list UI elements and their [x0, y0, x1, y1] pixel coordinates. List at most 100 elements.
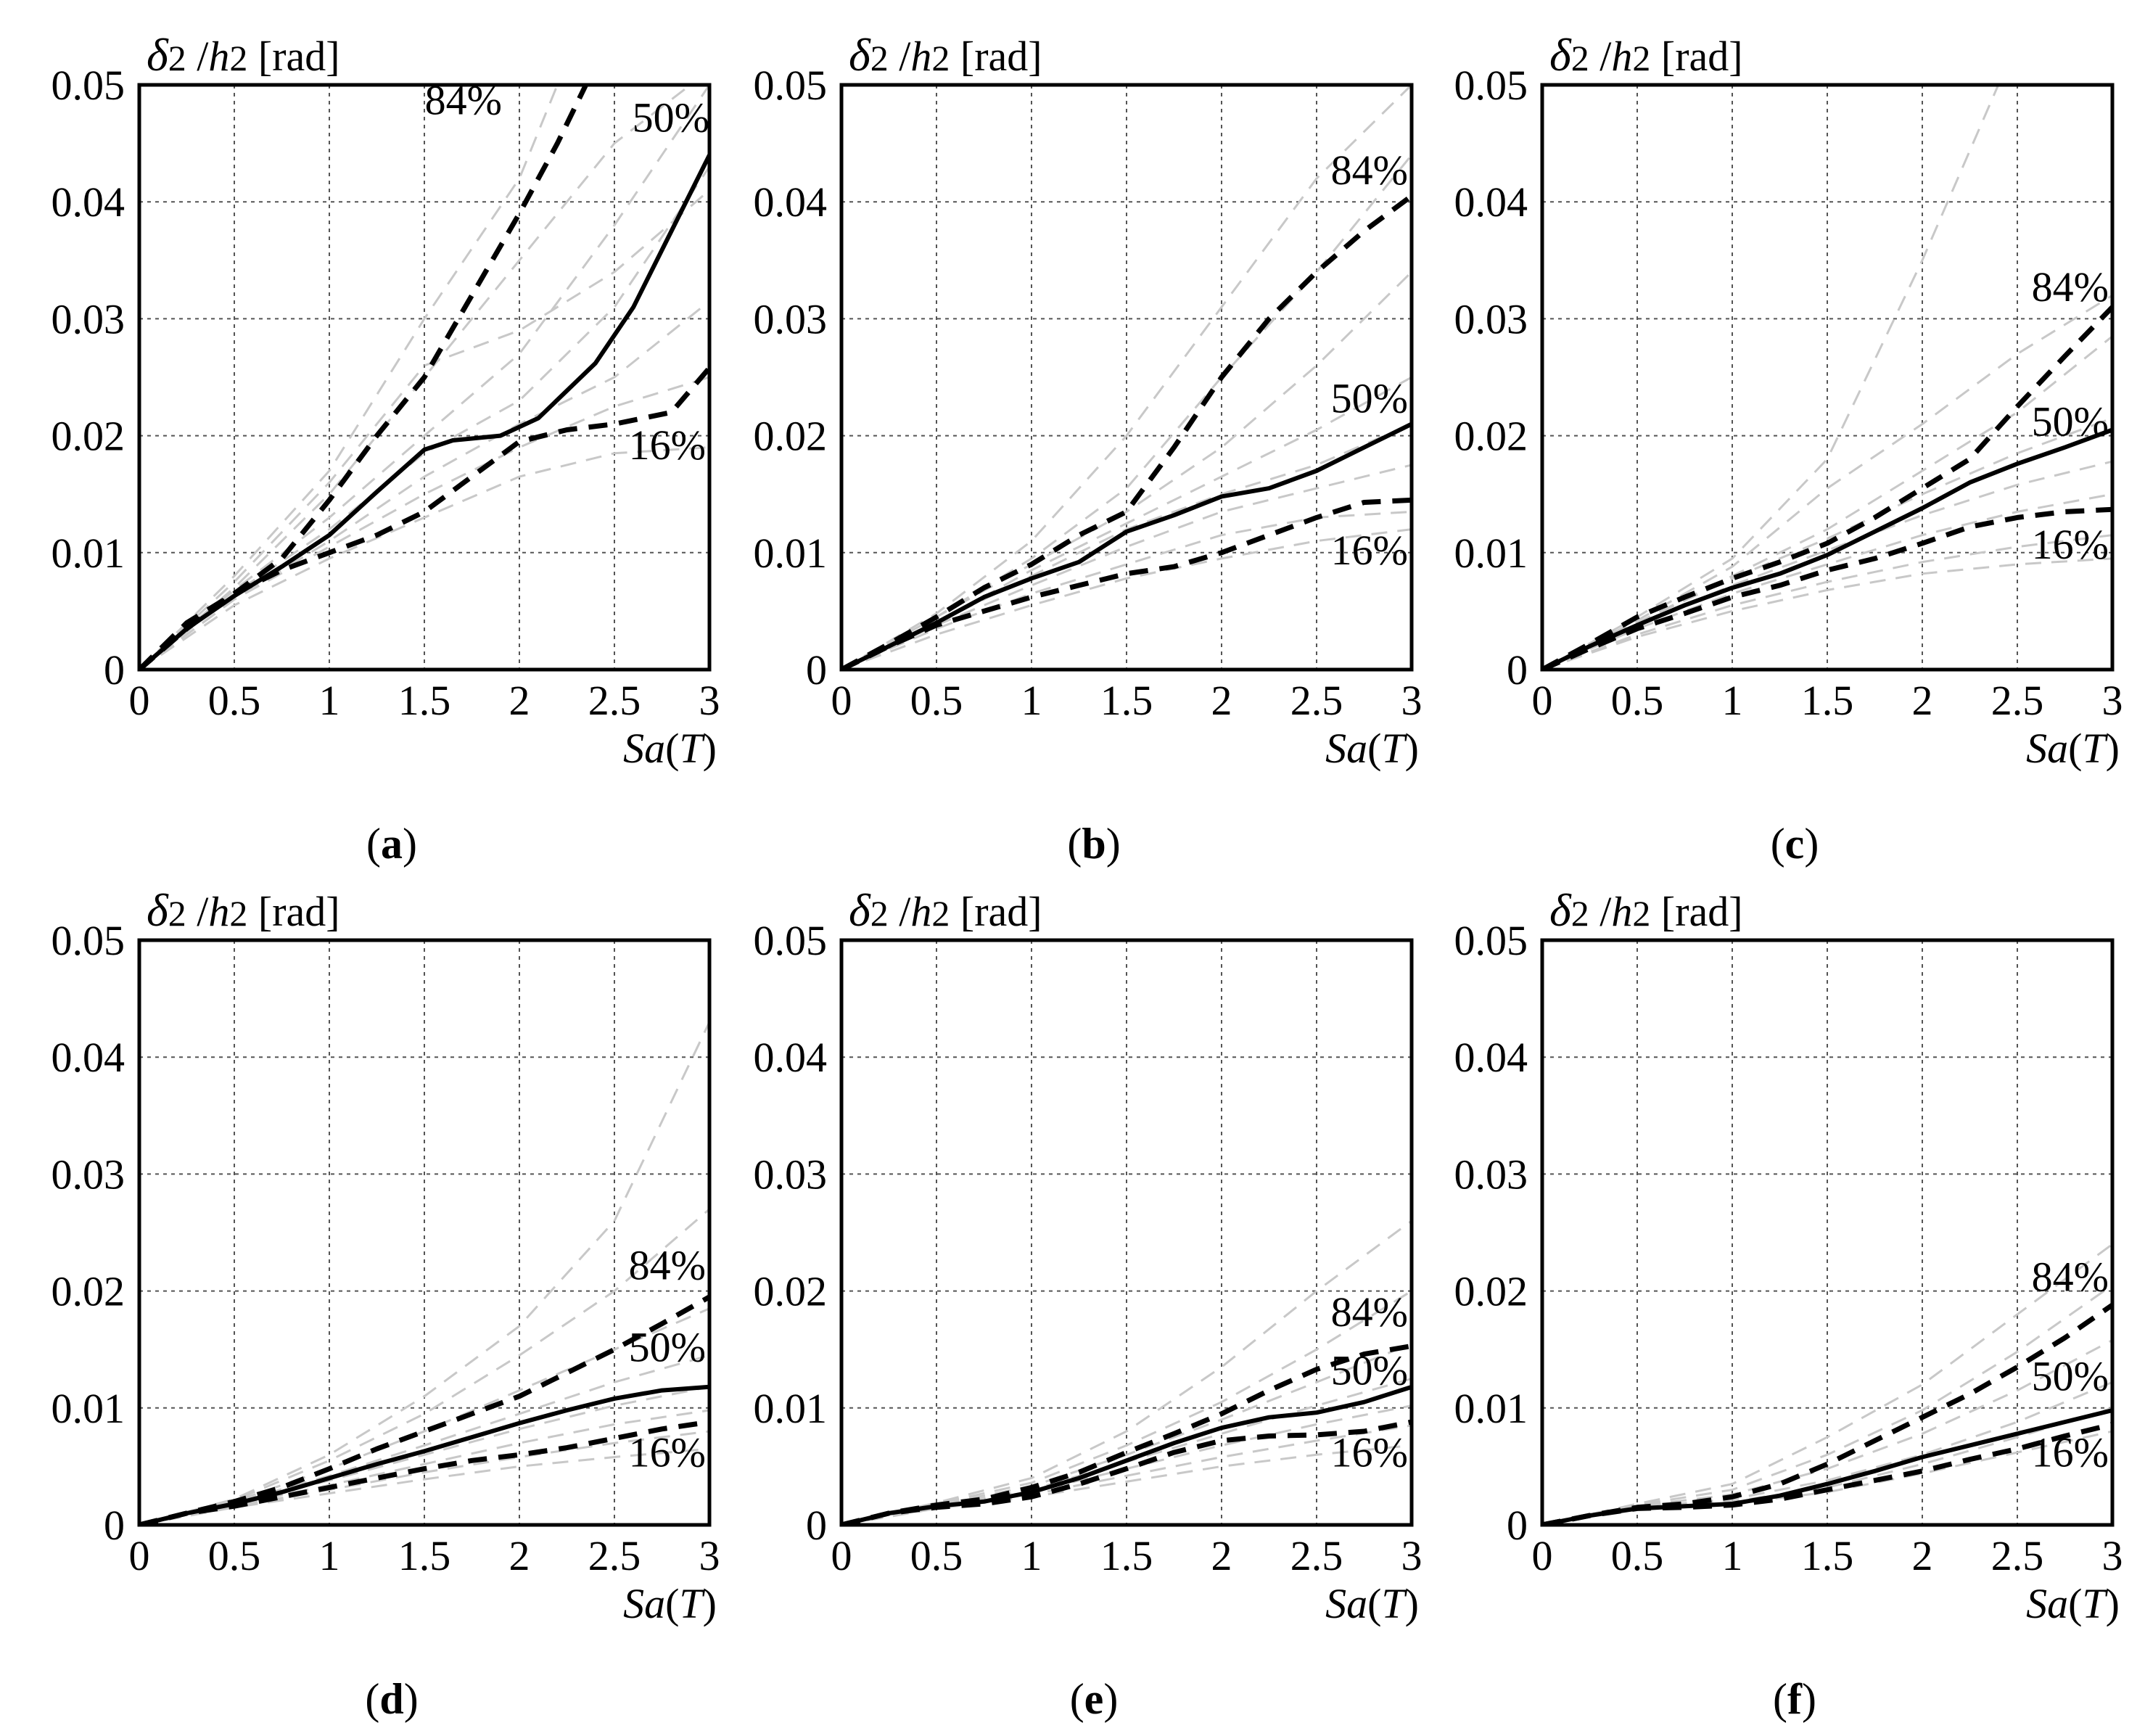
y-tick-label: 0: [104, 1502, 125, 1549]
y-label-unit: [rad]: [950, 888, 1042, 935]
y-tick-label: 0.05: [754, 62, 828, 109]
fractile-lines: [139, 1294, 709, 1525]
x-tick-label: 2.5: [1290, 677, 1343, 724]
series-label-50pct: 50%: [633, 94, 709, 141]
gridlines: [1542, 940, 2112, 1525]
x-tick-label: 0.5: [910, 1532, 963, 1579]
panel-caption: (b): [1067, 820, 1120, 868]
x-tick-label: 2.5: [588, 1532, 641, 1579]
y-label-h: h: [208, 888, 229, 935]
series-label-16pct: 16%: [2032, 1428, 2109, 1476]
caption-open: (: [1067, 820, 1082, 868]
y-tick-label: 0: [104, 646, 125, 694]
record-line: [139, 85, 559, 670]
series-label-84pct: 84%: [1331, 147, 1408, 194]
y-tick-label: 0.05: [754, 917, 828, 964]
x-label-arg-T: T: [1381, 1580, 1407, 1627]
y-label-hsub: 2: [931, 893, 950, 934]
series-line-16pct: [1542, 506, 2112, 670]
y-label-sub: 2: [1571, 38, 1589, 78]
x-tick-label: 1.5: [1801, 1532, 1854, 1579]
x-tick-label: 0: [1532, 677, 1553, 724]
y-label-sub: 2: [870, 38, 889, 78]
y-axis-label: δ2 /h2 [rad]: [849, 29, 1042, 81]
y-label-symbol: δ: [849, 29, 871, 81]
x-label-main: Sa: [1325, 725, 1367, 772]
x-tick-label: 3: [699, 677, 720, 724]
series-line-16pct: [841, 1419, 1412, 1525]
y-tick-label: 0.01: [1454, 1385, 1528, 1432]
x-tick-label: 0: [129, 1532, 150, 1579]
series-label-84pct: 84%: [629, 1241, 706, 1288]
record-line: [1542, 1338, 2112, 1525]
y-label-slash: /: [1589, 33, 1613, 80]
y-label-unit: [rad]: [247, 33, 339, 80]
y-label-slash: /: [1589, 888, 1613, 935]
record-line: [1542, 557, 2112, 670]
y-label-unit: [rad]: [247, 888, 339, 935]
x-tick-label: 1.5: [398, 677, 451, 724]
x-tick-label: 0.5: [910, 677, 963, 724]
series-line-84pct: [1542, 305, 2112, 670]
record-line: [139, 446, 709, 670]
y-tick-label: 0.02: [52, 1268, 125, 1315]
x-tick-label: 3: [1401, 1532, 1423, 1579]
x-tick-label: 1: [1021, 677, 1042, 724]
y-tick-label: 0.02: [1454, 413, 1528, 460]
plot-frame: [137, 83, 712, 672]
y-tick-label: 0.04: [754, 178, 828, 226]
x-label-arg-close: ): [1405, 725, 1419, 772]
fractile-lines: [1542, 305, 2112, 670]
x-tick-label: 2: [509, 1532, 530, 1579]
record-line: [1542, 1284, 2112, 1525]
caption-letter: c: [1785, 820, 1805, 868]
x-tick-label: 2: [1912, 1532, 1933, 1579]
series-label-16pct: 16%: [629, 421, 706, 469]
record-line: [139, 189, 709, 670]
y-label-unit: [rad]: [950, 33, 1042, 80]
caption-letter: b: [1082, 820, 1106, 868]
y-tick-label: 0.05: [1454, 62, 1528, 109]
x-tick-label: 0: [129, 677, 150, 724]
x-label-arg: (: [665, 725, 679, 772]
x-tick-label: 1.5: [1100, 677, 1153, 724]
record-line: [841, 1290, 1412, 1525]
fractile-lines: [139, 85, 709, 670]
y-tick-label: 0.02: [754, 413, 828, 460]
x-label-arg-T: T: [679, 1580, 705, 1627]
record-line: [1542, 493, 2112, 670]
y-tick-label: 0: [1507, 1502, 1528, 1549]
x-tick-label: 1.5: [1801, 677, 1854, 724]
record-lines: [139, 1021, 709, 1525]
gridlines: [139, 940, 709, 1525]
y-label-symbol: δ: [1549, 29, 1572, 81]
caption-close: ): [404, 1675, 419, 1723]
y-axis-label: δ2 /h2 [rad]: [147, 884, 340, 936]
x-label-arg-T: T: [2082, 1580, 2108, 1627]
record-line: [139, 1307, 709, 1525]
y-label-sub: 2: [168, 38, 186, 78]
panel-caption: (d): [365, 1675, 418, 1723]
caption-open: (: [1070, 1675, 1084, 1723]
x-tick-label: 0: [831, 677, 852, 724]
x-label-arg: (: [1367, 1580, 1381, 1627]
record-line: [841, 528, 1412, 670]
plot-frame: [137, 938, 712, 1527]
caption-open: (: [365, 1675, 379, 1723]
x-label-arg-close: ): [2106, 725, 2120, 772]
y-label-hsub: 2: [229, 893, 247, 934]
y-label-symbol: δ: [147, 884, 169, 936]
x-tick-label: 1.5: [398, 1532, 451, 1579]
series-line-16pct: [1542, 1422, 2112, 1525]
record-line: [139, 1208, 709, 1525]
y-label-hsub: 2: [229, 38, 247, 78]
record-line: [139, 1354, 709, 1525]
y-tick-label: 0.03: [1454, 1151, 1528, 1198]
series-label-84pct: 84%: [2032, 263, 2109, 310]
x-label-arg-close: ): [703, 725, 717, 772]
x-tick-label: 1: [319, 677, 340, 724]
panel-caption: (f): [1773, 1675, 1816, 1723]
y-tick-label: 0.04: [1454, 178, 1528, 226]
record-lines: [1542, 85, 2112, 670]
